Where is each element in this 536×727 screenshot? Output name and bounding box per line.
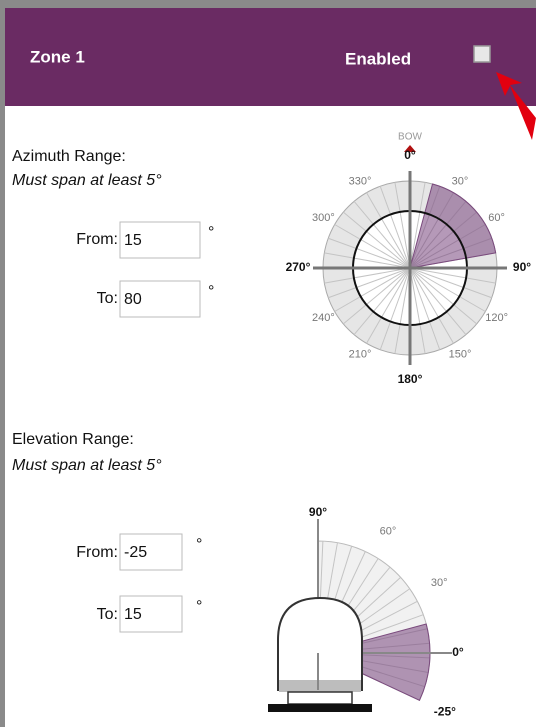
azimuth-note: Must span at least 5° (12, 172, 162, 189)
dome-band (279, 680, 361, 692)
bow-label: BOW (398, 132, 422, 143)
dial-label: 330° (349, 175, 372, 187)
enabled-label: Enabled (345, 49, 411, 68)
input-value: 15 (124, 606, 142, 623)
mount-plate (268, 704, 372, 712)
input-value: 15 (124, 232, 142, 249)
dial-label: 0° (404, 148, 416, 162)
dial-label: 120° (485, 312, 508, 324)
elevation-note: Must span at least 5° (12, 457, 162, 474)
azimuth-label: Azimuth Range: (12, 148, 126, 165)
input-value: -25 (124, 544, 147, 561)
dome (278, 598, 362, 690)
dial-label: 240° (312, 312, 335, 324)
dial-label: 30° (431, 577, 448, 589)
elevation-label: Elevation Range: (12, 431, 134, 448)
dial-label: 0° (452, 645, 464, 659)
dome-base (288, 692, 352, 704)
dial-label: -25° (434, 704, 456, 718)
dial-label: 90° (309, 505, 327, 519)
dial-label: 60° (488, 212, 505, 224)
dial-label: 300° (312, 212, 335, 224)
dial-label: 90° (513, 260, 531, 274)
zone-panel: Zone 1 Enabled Azimuth Range: Must span … (0, 0, 536, 727)
dial-label: 60° (380, 526, 397, 538)
from-label: From: (76, 544, 118, 561)
to-label: To: (97, 606, 118, 623)
to-label: To: (97, 290, 118, 307)
dial-label: 150° (449, 349, 472, 361)
from-label: From: (76, 231, 118, 248)
top-border (0, 0, 536, 8)
unit: ° (196, 598, 202, 615)
input-value: 80 (124, 291, 142, 308)
dial-label: 270° (286, 260, 311, 274)
unit: ° (196, 536, 202, 553)
dial-label: 30° (452, 175, 469, 187)
unit: ° (208, 283, 214, 300)
dial-label: 180° (398, 372, 423, 386)
background (0, 0, 536, 727)
enabled-checkbox[interactable] (474, 46, 490, 62)
left-border (0, 0, 5, 727)
zone-title: Zone 1 (30, 47, 85, 66)
unit: ° (208, 224, 214, 241)
dial-label: 210° (349, 349, 372, 361)
